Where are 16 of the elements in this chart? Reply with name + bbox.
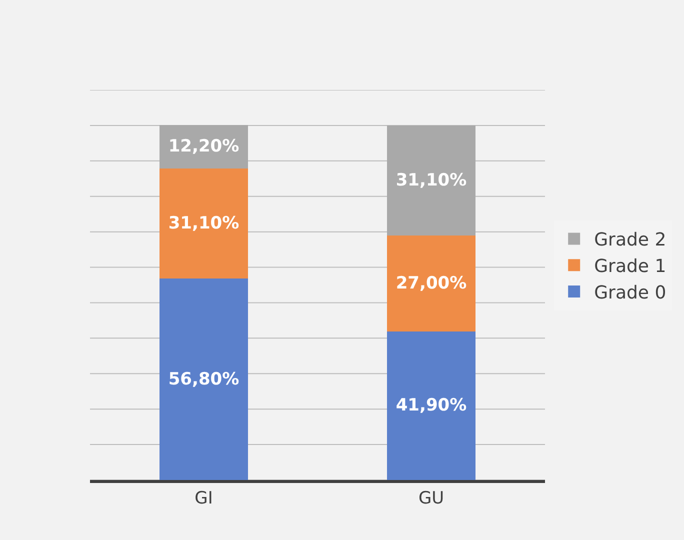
bar bbox=[386, 236, 476, 332]
x-tick-label: GU bbox=[418, 488, 444, 508]
data-label: 31,10% bbox=[168, 213, 240, 234]
x-tick-label: GI bbox=[194, 488, 213, 508]
legend-label: Grade 2 bbox=[594, 230, 666, 251]
data-label: 12,20% bbox=[168, 136, 240, 157]
bar bbox=[386, 125, 476, 236]
bar bbox=[159, 278, 248, 480]
data-label: 31,10% bbox=[396, 170, 467, 191]
data-label: 41,90% bbox=[396, 396, 467, 416]
legend-label: Grade 1 bbox=[594, 256, 666, 278]
data-label: 27,00% bbox=[396, 274, 467, 294]
bar bbox=[159, 168, 248, 279]
bar bbox=[386, 331, 476, 480]
legend-label: Grade 0 bbox=[594, 282, 666, 304]
data-label: 56,80% bbox=[168, 369, 240, 390]
